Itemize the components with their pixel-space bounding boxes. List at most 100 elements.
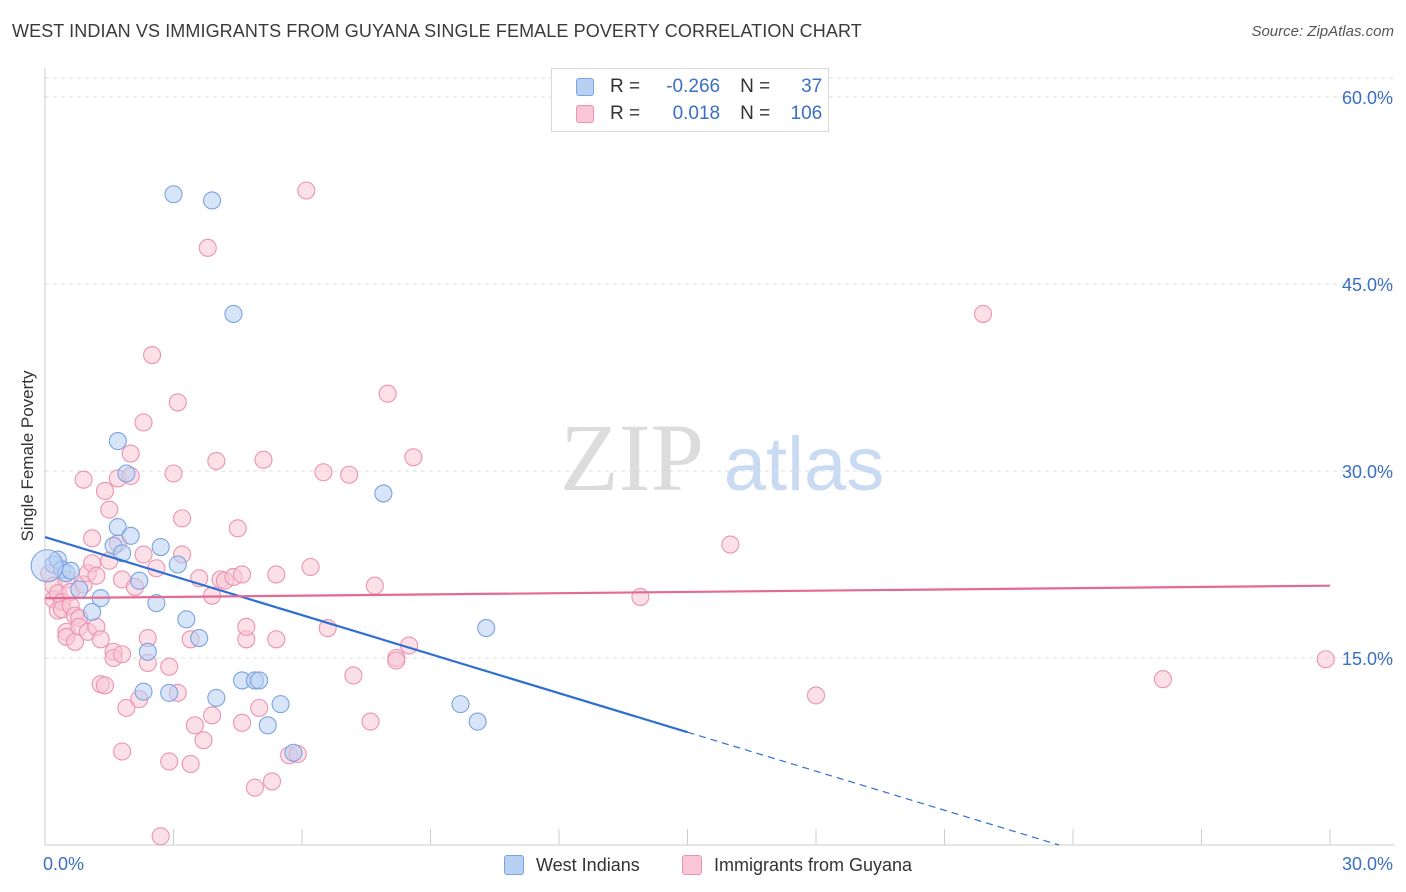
legend-label: Immigrants from Guyana — [714, 854, 913, 875]
west-indians-point — [258, 716, 277, 735]
west-indians-point — [130, 571, 149, 590]
y-tick-label: 15.0% — [1342, 649, 1393, 669]
legend-item-guyana[interactable]: Immigrants from Guyana — [682, 852, 912, 878]
guyana-point — [361, 712, 380, 731]
legend-row-guyana: R = 0.018 N = 106 — [576, 102, 822, 126]
west-indians-point — [160, 683, 179, 702]
guyana-point — [121, 444, 140, 463]
west-indians-point — [451, 695, 470, 714]
west-indians-point — [374, 484, 393, 503]
guyana-point — [198, 238, 217, 257]
guyana-point — [297, 181, 316, 200]
west-indians-point — [70, 580, 89, 599]
guyana-point — [1316, 650, 1335, 669]
pink-swatch — [682, 855, 702, 875]
guyana-point — [245, 778, 264, 797]
west-indians-point — [207, 688, 226, 707]
west-indians-point — [117, 464, 136, 483]
series-guyana-points — [40, 181, 1335, 846]
guyana-point — [237, 617, 256, 636]
guyana-point — [74, 470, 93, 489]
guyana-point — [404, 448, 423, 467]
guyana-point — [95, 676, 115, 695]
west-indians-point — [147, 594, 166, 613]
chart-title: WEST INDIAN VS IMMIGRANTS FROM GUYANA SI… — [12, 21, 862, 41]
west-indians-point — [477, 619, 496, 638]
r-value: -0.266 — [666, 76, 721, 97]
guyana-point — [207, 451, 226, 471]
y-tick-label: 60.0% — [1342, 88, 1393, 108]
guyana-point — [365, 576, 384, 595]
watermark: ZIP atlas — [560, 404, 884, 511]
west-indians-point — [83, 602, 102, 621]
west-indians-point — [113, 544, 132, 563]
correlation-legend: R = -0.266 N = 37 R = 0.018 N = 106 — [551, 68, 829, 132]
pink-swatch — [576, 105, 594, 123]
guyana-point — [344, 666, 363, 685]
r-label: R = — [610, 76, 641, 97]
guyana-point — [267, 565, 286, 584]
guyana-point — [185, 716, 204, 735]
west-indians-point — [151, 537, 170, 557]
guyana-point — [806, 686, 826, 705]
guyana-point — [164, 464, 183, 483]
r-value: 0.018 — [672, 103, 721, 124]
guyana-point — [181, 754, 200, 774]
guyana-point — [1153, 670, 1172, 689]
west-indians-point — [121, 526, 140, 545]
axes — [44, 68, 1395, 846]
west-indians-point — [138, 642, 157, 661]
guyana-point — [203, 706, 222, 725]
west-indians-point — [250, 671, 269, 690]
legend-label: West Indians — [536, 854, 640, 875]
west-indians-point — [168, 555, 187, 574]
guyana-point — [387, 651, 406, 670]
n-value: 37 — [801, 76, 823, 97]
guyana-point — [340, 465, 359, 484]
west-indians-point — [134, 682, 153, 701]
guyana-point — [721, 535, 740, 554]
legend-item-west-indians[interactable]: West Indians — [504, 852, 640, 878]
guyana-point — [83, 529, 102, 548]
west-indians-trend-line — [44, 536, 688, 734]
guyana-point — [378, 384, 397, 403]
guyana-point — [168, 393, 187, 412]
west-indians-point — [224, 304, 243, 323]
guyana-point — [301, 557, 320, 577]
blue-swatch — [576, 78, 594, 96]
source-credit: Source: ZipAtlas.com — [1251, 23, 1394, 40]
guyana-point — [143, 346, 162, 365]
blue-swatch — [504, 855, 524, 875]
tick-labels: 15.0% 30.0% 45.0% 60.0% 0.0% 30.0% — [43, 88, 1393, 874]
west-indians-point — [108, 432, 127, 451]
n-value: 106 — [790, 103, 823, 124]
guyana-point — [973, 304, 993, 323]
trend-lines — [44, 536, 1331, 846]
n-label: N = — [740, 76, 771, 97]
guyana-point — [160, 657, 179, 676]
guyana-point — [232, 713, 252, 732]
west-indians-point — [468, 712, 487, 731]
y-tick-label: 30.0% — [1342, 462, 1393, 482]
guyana-point — [228, 519, 247, 538]
guyana-point — [95, 481, 115, 500]
guyana-point — [100, 500, 119, 519]
watermark-atlas: atlas — [724, 422, 885, 507]
west-indians-point — [177, 610, 196, 629]
guyana-point — [113, 645, 132, 664]
watermark-zip: ZIP — [560, 404, 704, 511]
n-label: N = — [740, 103, 771, 124]
west-indians-point — [30, 549, 64, 583]
series-west-indians-points — [30, 185, 496, 762]
west-indians-point — [284, 743, 303, 762]
x-tick-label: 0.0% — [43, 854, 84, 874]
west-indians-point — [61, 561, 80, 580]
west-indians-point — [108, 518, 127, 537]
guyana-point — [160, 752, 179, 771]
guyana-point — [151, 827, 170, 846]
x-tick-label: 30.0% — [1342, 854, 1393, 874]
guyana-point — [113, 742, 132, 761]
guyana-point — [250, 698, 269, 717]
guyana-point — [173, 509, 192, 528]
